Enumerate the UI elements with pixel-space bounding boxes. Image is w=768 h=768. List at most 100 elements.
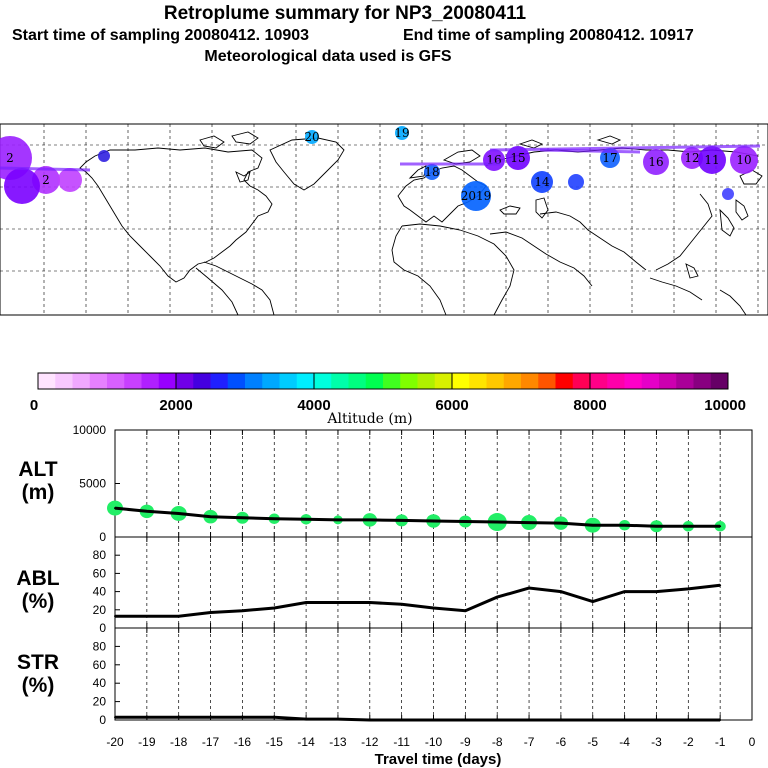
series-point [496, 596, 499, 599]
colorbar-swatch [693, 373, 712, 389]
series-point [177, 716, 180, 719]
series-point [145, 510, 148, 513]
colorbar-swatch [676, 373, 694, 389]
series-point [591, 719, 594, 721]
colorbar-tick-label: 10000 [704, 397, 746, 414]
colorbar-swatch [89, 373, 108, 389]
y-tick-label: 0 [99, 713, 106, 727]
series-point [241, 609, 244, 612]
y-tick-label: 40 [93, 676, 107, 690]
series-point [655, 719, 658, 721]
series-point [623, 524, 626, 527]
series-point [591, 600, 594, 603]
plume-trail [0, 166, 91, 172]
series-point [368, 719, 371, 721]
plume-point-label: 2 [6, 151, 14, 165]
series-point [145, 716, 148, 719]
x-tick-label: -8 [492, 735, 503, 749]
colorbar-tick-label: 0 [30, 397, 38, 414]
plume-point [568, 174, 584, 190]
x-tick-label: -9 [460, 735, 471, 749]
str-panel-label: STR [17, 651, 59, 674]
series-point [368, 518, 371, 521]
series-point [368, 601, 371, 604]
series-point [273, 606, 276, 609]
colorbar-swatch [348, 373, 367, 389]
plume-point-label: 11 [704, 153, 719, 167]
y-tick-label: 60 [93, 658, 107, 672]
series-point [719, 584, 722, 587]
abl-panel-unit: (%) [22, 590, 55, 613]
plume-point [531, 171, 553, 193]
series-point [496, 521, 499, 524]
plume-point [98, 150, 110, 162]
y-tick-label: 80 [93, 548, 107, 562]
series-point [464, 609, 467, 612]
series-point [655, 590, 658, 593]
panel-1: 0 20 40 60 80 [93, 536, 753, 635]
alt-panel-label: ALT [18, 458, 57, 481]
plume-point-label: 10 [736, 153, 751, 167]
colorbar-swatch [400, 373, 418, 389]
plume-point [424, 164, 440, 180]
series-point [528, 719, 531, 721]
plume-point [681, 147, 703, 169]
x-tick-label: -14 [297, 735, 315, 749]
colorbar-swatch [659, 373, 677, 389]
colorbar-swatch [141, 373, 160, 389]
colorbar-swatch [538, 373, 556, 389]
series-point [305, 518, 308, 521]
series-point [273, 517, 276, 520]
plume-point-label: 15 [510, 151, 525, 165]
series-point [400, 719, 403, 721]
series-point [559, 522, 562, 525]
x-tick-label: -6 [556, 735, 567, 749]
plume-point-label: 16 [648, 155, 663, 169]
x-tick-label: -5 [587, 735, 598, 749]
colorbar-swatch [331, 373, 349, 389]
series-point [209, 716, 212, 719]
x-tick-label: -15 [266, 735, 284, 749]
series-point [464, 520, 467, 523]
colorbar-swatch [486, 373, 505, 389]
plume-trail [489, 144, 761, 152]
series-point [209, 515, 212, 518]
plume-point-label: 2019 [461, 189, 492, 203]
x-axis-label: Travel time (days) [375, 751, 502, 768]
colorbar-swatch [607, 373, 625, 389]
met-data-label: Meteorological data used is GFS [204, 48, 451, 65]
x-tick-label: -2 [683, 735, 694, 749]
series-point [687, 719, 690, 721]
plume-point [305, 130, 319, 144]
x-tick-label: -1 [715, 735, 726, 749]
series-point [305, 601, 308, 604]
x-tick-label: -13 [329, 735, 347, 749]
y-tick-label: 0 [99, 621, 106, 635]
colorbar-swatch [469, 373, 487, 389]
map-grid [0, 124, 768, 315]
colorbar-swatch [55, 373, 73, 389]
colorbar-swatch [176, 373, 194, 389]
colorbar-swatch [210, 373, 229, 389]
colorbar-swatch [296, 373, 315, 389]
plume-point-label: 18 [424, 165, 439, 179]
series-point [336, 518, 339, 521]
series-point [273, 716, 276, 719]
series-point [305, 718, 308, 721]
x-tick-label: -3 [651, 735, 662, 749]
colorbar-swatch [521, 373, 539, 389]
plume-trail [539, 148, 641, 154]
colorbar-swatch [124, 373, 142, 389]
x-tick-label: -17 [202, 735, 220, 749]
series-point [623, 590, 626, 593]
series-point [336, 718, 339, 721]
y-tick-label: 60 [93, 566, 107, 580]
plume-point-label: 20 [304, 130, 319, 144]
plume-point [395, 126, 409, 140]
series-point [145, 615, 148, 618]
colorbar-swatch [641, 373, 660, 389]
